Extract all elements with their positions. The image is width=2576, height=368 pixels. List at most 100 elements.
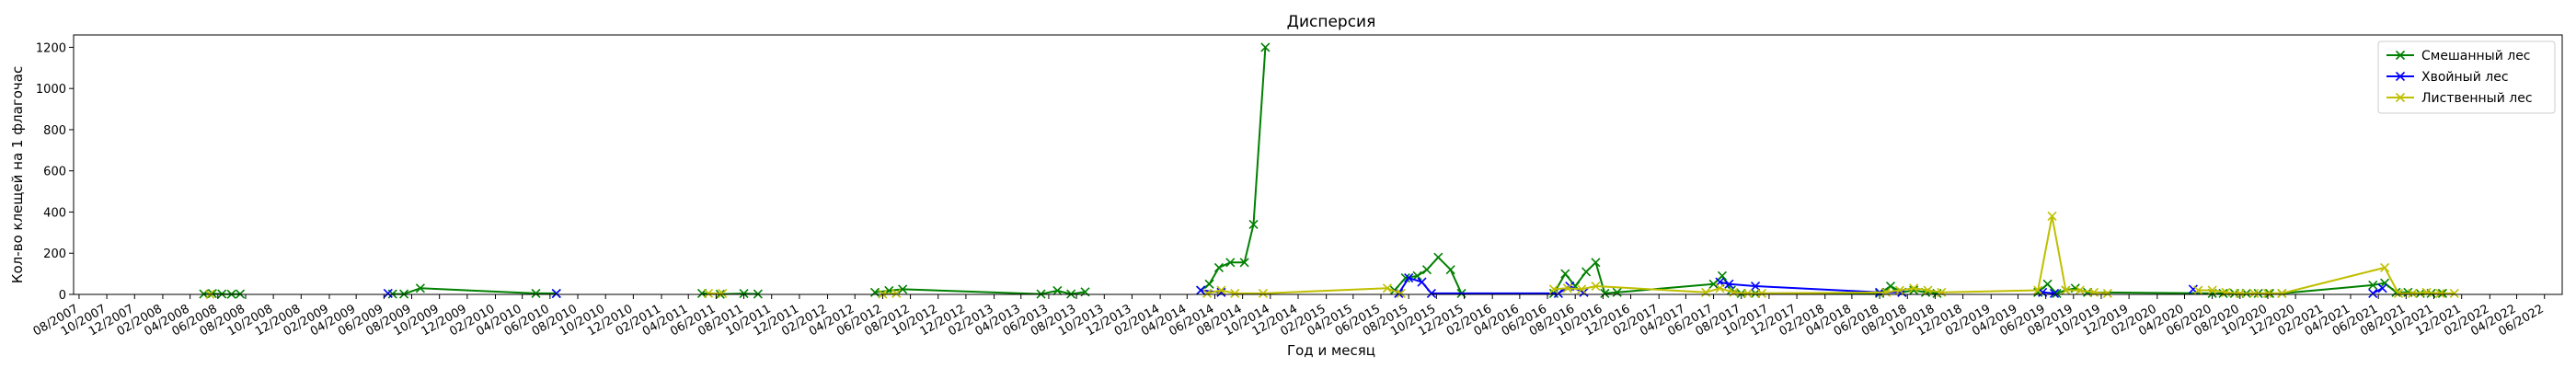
- data-point-marker: [1445, 265, 1455, 275]
- data-point-marker: [891, 288, 902, 298]
- data-point-marker: [1894, 285, 1904, 295]
- data-point-marker: [1052, 285, 1063, 296]
- data-point-marker: [2221, 287, 2231, 297]
- data-point-marker: [1923, 285, 1933, 295]
- data-point-marker: [1909, 283, 1919, 293]
- data-point-marker: [2393, 288, 2404, 298]
- data-point-marker: [2049, 288, 2060, 298]
- y-tick-label: 200: [43, 247, 66, 261]
- data-point-marker: [1426, 288, 1436, 298]
- data-point-marker: [1248, 219, 1259, 229]
- plot-frame: [73, 34, 2563, 295]
- data-point-marker: [1548, 284, 1559, 294]
- data-point-marker: [869, 287, 880, 297]
- series-line: [1553, 261, 1938, 294]
- data-point-marker: [383, 288, 393, 298]
- series-line: [1719, 281, 1903, 293]
- data-point-marker: [2449, 288, 2459, 298]
- data-point-marker: [531, 288, 541, 298]
- data-point-marker: [1216, 285, 1226, 295]
- data-point-marker: [1701, 287, 1711, 297]
- series-line: [882, 292, 897, 295]
- data-point-marker: [2207, 285, 2217, 295]
- data-point-marker: [1225, 258, 1236, 268]
- data-point-marker: [2033, 285, 2043, 295]
- data-point-marker: [1577, 284, 1587, 294]
- data-point-marker: [1412, 270, 1422, 281]
- legend-label: Смешанный лес: [2421, 49, 2531, 63]
- data-point-marker: [1417, 277, 1427, 287]
- data-point-marker: [1715, 283, 1725, 293]
- data-point-marker: [2088, 287, 2099, 297]
- data-point-marker: [2193, 285, 2203, 295]
- data-point-marker: [1396, 288, 1406, 298]
- data-point-marker: [1216, 287, 1226, 297]
- x-axis-title: Год и месяц: [1287, 342, 1375, 359]
- data-point-marker: [1404, 273, 1414, 283]
- y-tick-label: 0: [59, 289, 66, 303]
- data-point-marker: [1729, 287, 1739, 297]
- data-point-marker: [1581, 267, 1592, 277]
- data-point-marker: [1239, 258, 1249, 268]
- y-axis: 0 200 400 600 800 1000 1200: [36, 41, 74, 303]
- data-point-marker: [1717, 270, 1728, 281]
- data-point-marker: [551, 289, 561, 299]
- y-axis-title: Кол-во клещей на 1 флагочас: [9, 66, 26, 283]
- data-point-marker: [1708, 279, 1719, 289]
- data-point-marker: [1230, 288, 1240, 298]
- data-point-marker: [2368, 280, 2378, 290]
- data-point-marker: [1880, 287, 1892, 297]
- data-point-marker: [2249, 288, 2260, 298]
- y-tick-label: 600: [43, 166, 66, 179]
- data-point-marker: [1937, 287, 1947, 297]
- data-point-marker: [2435, 288, 2445, 298]
- y-tick-label: 1200: [36, 41, 66, 55]
- data-point-marker: [703, 288, 714, 298]
- data-point-marker: [1742, 288, 1753, 298]
- data-point-marker: [1885, 281, 1896, 292]
- data-point-marker: [1421, 265, 1432, 275]
- y-tick-label: 400: [43, 206, 66, 220]
- data-point-marker: [2380, 278, 2390, 288]
- legend-marker: [2395, 92, 2406, 103]
- data-point-marker: [2061, 285, 2071, 295]
- series-layer: [199, 42, 2459, 299]
- data-point-marker: [1260, 42, 1271, 52]
- data-point-marker: [1600, 288, 1610, 298]
- data-point-marker: [1400, 273, 1410, 283]
- data-point-marker: [2421, 287, 2432, 297]
- data-point-marker: [1909, 285, 1919, 295]
- data-point-marker: [2235, 288, 2245, 298]
- data-point-marker: [2102, 288, 2112, 298]
- data-point-marker: [1433, 252, 1443, 262]
- data-point-marker: [1562, 283, 1572, 293]
- data-point-marker: [1202, 288, 1213, 298]
- data-point-marker: [739, 289, 749, 299]
- y-tick-label: 800: [43, 124, 66, 138]
- data-point-marker: [718, 288, 728, 298]
- legend-label: Лиственный лес: [2421, 91, 2533, 106]
- y-tick-label: 1000: [36, 83, 66, 97]
- data-point-marker: [1204, 279, 1214, 289]
- legend-marker: [2395, 71, 2406, 82]
- data-point-marker: [415, 283, 425, 293]
- data-point-marker: [1196, 285, 1206, 295]
- data-point-marker: [2380, 262, 2390, 272]
- data-point-marker: [898, 284, 908, 294]
- data-point-marker: [1612, 287, 1622, 297]
- data-point-marker: [1591, 281, 1601, 292]
- data-point-marker: [1213, 262, 1224, 272]
- x-axis: 08/200710/200712/200702/200804/200806/20…: [31, 294, 2547, 339]
- data-point-marker: [1724, 279, 1734, 289]
- data-point-marker: [2047, 211, 2057, 222]
- data-point-marker: [1591, 258, 1601, 268]
- data-point-marker: [2277, 288, 2287, 298]
- data-point-marker: [2052, 288, 2062, 298]
- data-point-marker: [1756, 288, 1767, 298]
- data-point-marker: [2075, 285, 2085, 295]
- data-point-marker: [1258, 288, 1268, 298]
- legend: Смешанный лес Хвойный лес Лиственный лес: [2377, 40, 2556, 114]
- series-line: [1200, 47, 1267, 292]
- legend-label: Хвойный лес: [2421, 70, 2509, 85]
